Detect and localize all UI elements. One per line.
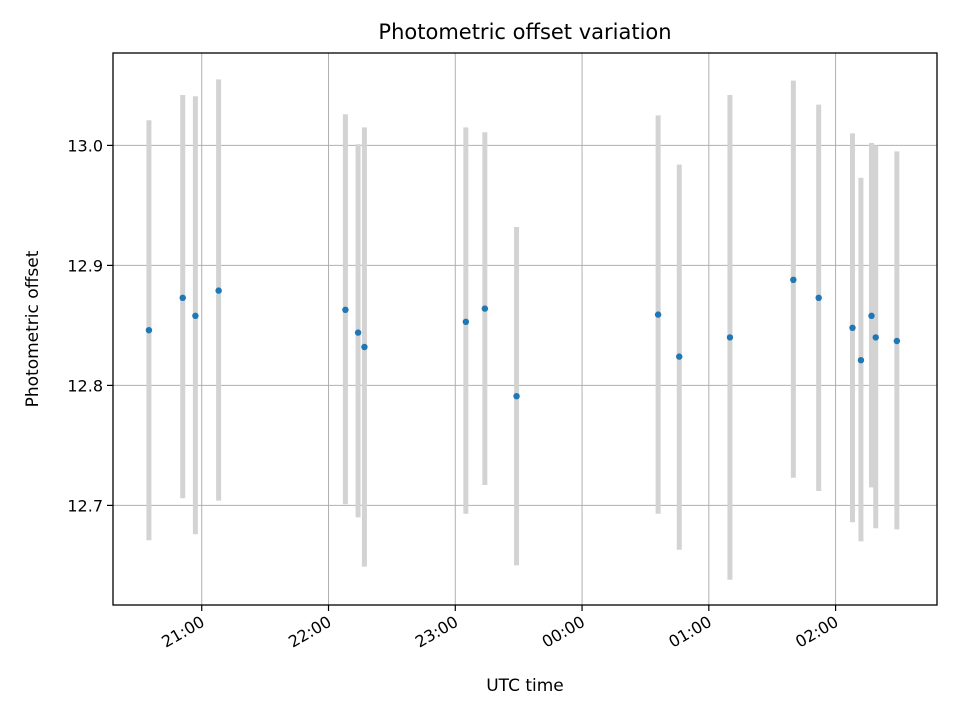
x-axis-label: UTC time [486,676,564,696]
y-axis-label: Photometric offset [23,250,43,407]
data-point [481,305,489,312]
y-tick-label: 13.0 [67,136,103,155]
data-point [354,329,362,336]
data-point [790,276,797,283]
data-point [462,318,470,325]
y-tick-label: 12.9 [67,256,103,275]
data-point [145,327,153,334]
chart-title: Photometric offset variation [378,20,671,44]
y-tick-label: 12.8 [67,376,103,395]
data-point [179,294,186,301]
data-point [872,334,879,341]
data-point [215,287,222,294]
data-point [857,357,865,364]
data-point [513,393,520,400]
data-point [361,343,368,351]
y-tick-label: 12.7 [67,496,103,515]
data-point [726,334,734,341]
data-point [342,306,349,313]
grid [113,53,937,605]
data-point [815,294,822,301]
data-point [849,324,856,331]
data-point [676,353,683,360]
plot-frame [112,52,938,606]
data-point [893,337,901,345]
data-points [145,276,901,400]
data-point [192,312,199,319]
data-point [868,312,875,319]
data-point [654,311,662,318]
y-axis-ticks: 12.7 12.8 12.9 13.0 [67,136,113,515]
